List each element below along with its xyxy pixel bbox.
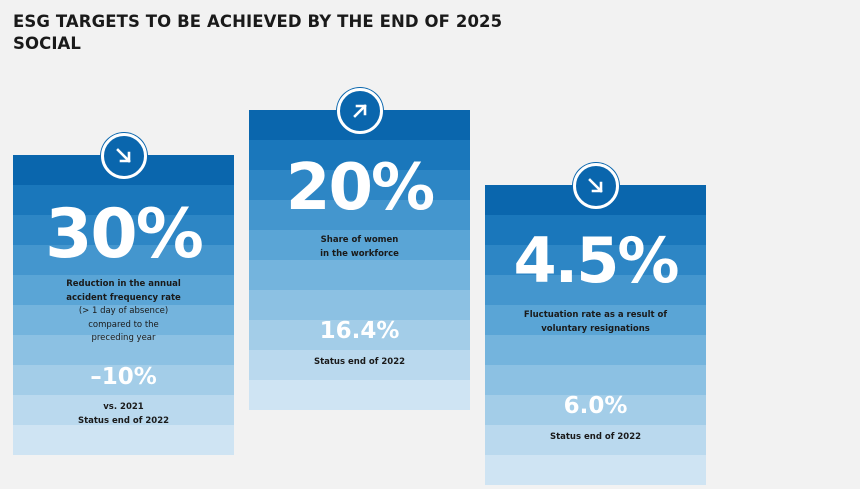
target-card-fluctuation: 4.5% Fluctuation rate as a result of vol… <box>485 163 706 485</box>
target-card-accidents: 30% Reduction in the annual accident fre… <box>13 133 234 455</box>
status-label: Status end of 2022 <box>549 432 642 442</box>
stripe-band <box>249 350 470 380</box>
stripe-band <box>13 275 234 305</box>
stripe-band <box>13 395 234 425</box>
stripe-band <box>485 455 706 485</box>
stripe-band <box>249 320 470 350</box>
status-label: Status end of 2022 <box>313 357 406 367</box>
status-value: 6.0% <box>563 393 628 419</box>
stripe-band <box>249 380 470 410</box>
stripe-band <box>13 425 234 455</box>
target-card-women-share: 20% Share of women in the workforce 16.4… <box>249 88 470 410</box>
status-value: 16.4% <box>319 318 400 344</box>
stripe-band <box>485 305 706 335</box>
stripe-band <box>485 425 706 455</box>
stripe-band <box>13 335 234 365</box>
stripe-band <box>249 290 470 320</box>
stripe-band <box>485 245 706 275</box>
stripe-band <box>485 215 706 245</box>
stripe-band <box>13 305 234 335</box>
target-description: Share of women in the workforce <box>320 235 399 259</box>
stripe-band <box>249 260 470 290</box>
target-value: 4.5% <box>513 224 680 297</box>
target-value: 20% <box>285 151 435 225</box>
stripe-band <box>485 395 706 425</box>
stripe-background <box>485 185 706 485</box>
stripe-background <box>13 155 234 455</box>
arrow-down-right-icon <box>100 133 147 179</box>
stripe-band <box>249 170 470 200</box>
stripe-band <box>13 185 234 215</box>
title-line-1: ESG TARGETS TO BE ACHIEVED BY THE END OF… <box>13 12 503 31</box>
stripe-band <box>485 335 706 365</box>
target-description: Reduction in the annual accident frequen… <box>13 278 234 346</box>
arrow-up-right-icon <box>336 88 383 134</box>
description-detail: (> 1 day of absence) compared to the pre… <box>78 306 169 343</box>
stripe-band <box>13 245 234 275</box>
stripe-band <box>485 275 706 305</box>
arrow-down-right-icon <box>572 163 619 209</box>
stripe-band <box>485 365 706 395</box>
status-value: –10% <box>90 364 157 390</box>
description-main: Reduction in the annual accident frequen… <box>66 279 181 303</box>
target-description: Fluctuation rate as a result of voluntar… <box>523 310 668 334</box>
stripe-band <box>13 215 234 245</box>
target-value: 30% <box>45 195 204 274</box>
stripe-band <box>249 200 470 230</box>
stripe-band <box>249 230 470 260</box>
title-line-2: SOCIAL <box>13 34 82 53</box>
stripe-background <box>249 110 470 410</box>
status-label: vs. 2021 Status end of 2022 <box>77 402 170 426</box>
page-title: ESG TARGETS TO BE ACHIEVED BY THE END OF… <box>13 11 502 55</box>
stripe-band <box>249 140 470 170</box>
stripe-band <box>13 365 234 395</box>
